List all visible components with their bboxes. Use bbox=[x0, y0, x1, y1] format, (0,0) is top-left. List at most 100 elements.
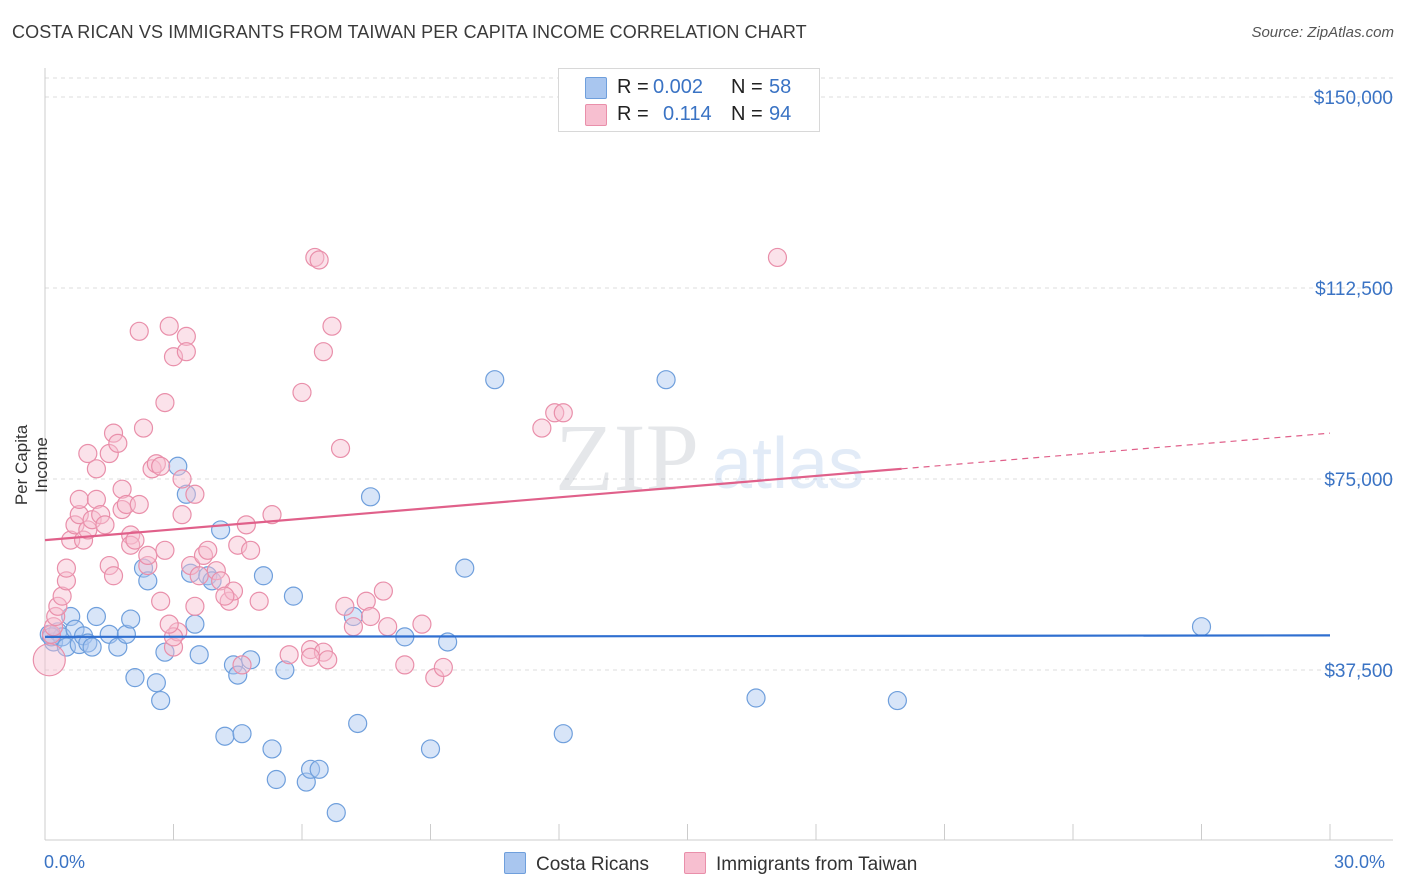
taiwan-point bbox=[129, 321, 149, 341]
taiwan-point bbox=[198, 540, 218, 560]
costa-rican-point bbox=[485, 370, 505, 390]
taiwan-point bbox=[360, 606, 381, 627]
costa-rican-point bbox=[1191, 617, 1212, 637]
taiwan-point bbox=[99, 555, 119, 576]
costa-rican-point bbox=[262, 739, 282, 759]
taiwan-point bbox=[172, 505, 192, 525]
taiwan-point bbox=[95, 515, 115, 535]
y-axis-label: Per Capita Income bbox=[12, 424, 51, 506]
taiwan-point bbox=[322, 316, 342, 336]
taiwan-point bbox=[138, 555, 158, 576]
costa-rican-point bbox=[86, 606, 107, 627]
costa-rican-point bbox=[211, 520, 231, 540]
taiwan-point bbox=[433, 657, 453, 678]
taiwan-point bbox=[172, 469, 192, 489]
costa-rican-point bbox=[746, 688, 766, 708]
source-label: Source: ZipAtlas.com bbox=[1251, 24, 1394, 41]
taiwan-point bbox=[133, 418, 154, 438]
taiwan-point bbox=[52, 586, 72, 606]
costa-rican-point bbox=[125, 668, 145, 688]
costa-rican-point bbox=[887, 690, 907, 711]
taiwan-point bbox=[553, 403, 573, 423]
y-tick-label: $112,500 bbox=[1315, 279, 1393, 300]
trend-lines bbox=[44, 432, 1331, 638]
taiwan-point bbox=[48, 596, 68, 616]
legend-n-value: 94 bbox=[769, 103, 792, 125]
gridlines bbox=[45, 77, 1393, 671]
taiwan-point bbox=[69, 489, 89, 509]
costa-rican-point bbox=[121, 609, 141, 629]
taiwan-point bbox=[129, 494, 149, 515]
costa-rican-point bbox=[232, 724, 252, 744]
taiwan-point bbox=[378, 617, 398, 637]
bottom-legend-costa-ricans: Costa Ricans bbox=[504, 852, 649, 876]
costa-rican-point bbox=[61, 606, 81, 627]
taiwan-point bbox=[41, 624, 62, 644]
costa-rican-point bbox=[185, 614, 205, 634]
y-tick-labels: $37,500 $75,000 $112,500 $150,000 bbox=[1314, 88, 1393, 682]
taiwan-point bbox=[108, 433, 128, 453]
costa-rican-point bbox=[266, 769, 286, 790]
taiwan-point bbox=[262, 505, 282, 525]
costa-rican-point bbox=[146, 673, 166, 693]
taiwan-point bbox=[151, 591, 171, 611]
taiwan-point bbox=[78, 443, 98, 464]
taiwan-point bbox=[395, 655, 415, 675]
taiwan-point bbox=[151, 456, 171, 476]
taiwan-point bbox=[211, 571, 231, 591]
taiwan-point bbox=[241, 540, 261, 560]
y-tick-label: $37,500 bbox=[1324, 661, 1393, 682]
bottom-legend-label: Costa Ricans bbox=[536, 854, 649, 875]
taiwan-point bbox=[91, 505, 111, 525]
taiwan-point bbox=[356, 591, 376, 611]
taiwan-point bbox=[155, 393, 175, 413]
legend-r-value: 0.114 bbox=[663, 103, 712, 125]
costa-rican-point bbox=[189, 645, 209, 665]
taiwan-point bbox=[343, 617, 363, 637]
correlation-legend: R = 0.002 N = 58 R = 0.114 N = 94 bbox=[558, 68, 820, 132]
costa-rican-point bbox=[82, 637, 102, 657]
watermark-atlas: atlas bbox=[712, 424, 864, 504]
taiwan-point bbox=[215, 586, 235, 606]
costa-rican-point bbox=[420, 739, 441, 759]
taiwan-point bbox=[767, 247, 788, 268]
taiwan-point bbox=[138, 545, 158, 566]
costa-rican-point bbox=[656, 370, 676, 390]
taiwan-point bbox=[56, 558, 77, 578]
trend-line-costa-ricans bbox=[44, 634, 1331, 638]
x-tick-label-max: 30.0% bbox=[1334, 852, 1386, 872]
legend-r-label: R = bbox=[617, 76, 649, 98]
taiwan-point bbox=[32, 643, 66, 677]
costa-rican-point bbox=[275, 660, 295, 680]
trend-line-taiwan bbox=[44, 467, 902, 542]
taiwan-point bbox=[185, 596, 205, 616]
taiwan-point bbox=[279, 645, 299, 665]
taiwan-point bbox=[86, 489, 107, 509]
bottom-legend-taiwan: Immigrants from Taiwan bbox=[684, 852, 917, 876]
taiwan-point bbox=[313, 342, 334, 362]
taiwan-point bbox=[163, 347, 184, 367]
bottom-legend-swatch-taiwan bbox=[684, 852, 706, 874]
costa-rican-point bbox=[348, 713, 368, 734]
trend-line-taiwan-extrapolated bbox=[901, 432, 1331, 470]
taiwan-point bbox=[159, 316, 179, 336]
taiwan-point bbox=[155, 540, 175, 560]
taiwan-point bbox=[373, 581, 393, 601]
watermark-zip: ZIP bbox=[555, 404, 699, 511]
legend-r-value: 0.002 bbox=[653, 76, 704, 98]
taiwan-point bbox=[532, 418, 552, 438]
legend-n-label: N = bbox=[731, 76, 763, 98]
costa-rican-point bbox=[151, 690, 171, 711]
bottom-legend-swatch-costa-ricans bbox=[504, 852, 526, 874]
x-tick-label-min: 0.0% bbox=[44, 852, 86, 872]
taiwan-point bbox=[189, 566, 209, 586]
taiwan-point bbox=[112, 479, 132, 499]
costa-rican-point bbox=[253, 566, 274, 586]
taiwan-point bbox=[103, 423, 124, 443]
costa-rican-point bbox=[553, 724, 573, 744]
costa-rican-point bbox=[326, 803, 346, 823]
taiwan-point bbox=[309, 250, 329, 270]
costa-rican-point bbox=[138, 571, 158, 591]
taiwan-point bbox=[318, 650, 338, 670]
taiwan-point bbox=[412, 614, 432, 634]
